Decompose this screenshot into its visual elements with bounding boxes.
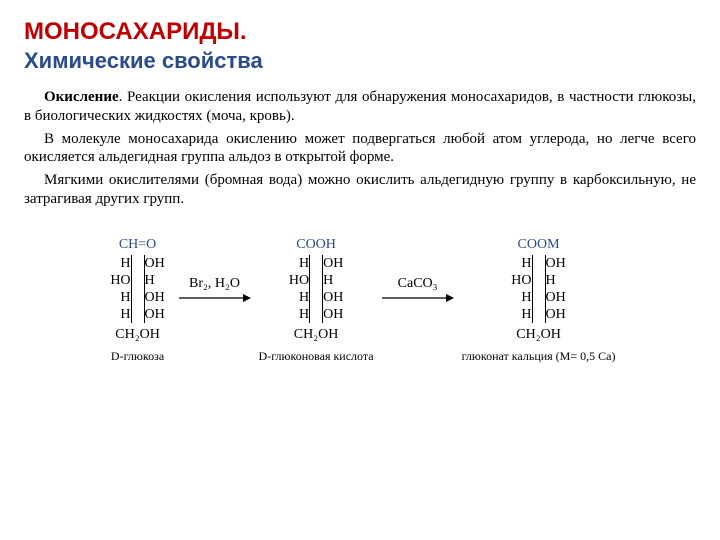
mol3-label: глюконат кальция (М= 0,5 Сa) bbox=[462, 349, 616, 364]
para1-lead: Окисление bbox=[44, 89, 119, 105]
molecule-gluconic-acid: COOH HOH HOH HOH HOH CH₂OH D-глюконовая … bbox=[259, 237, 374, 364]
reaction-scheme: CH=O HOH HOH HOH HOH CH₂OH D-глюкоза Br₂… bbox=[24, 237, 696, 364]
mol2-label: D-глюконовая кислота bbox=[259, 349, 374, 364]
reagent-1: Br₂, H₂O bbox=[189, 276, 240, 292]
title-sub: Химические свойства bbox=[24, 48, 696, 74]
mol1-bot: CH₂OH bbox=[105, 327, 171, 343]
reagent-2: CaCO₃ bbox=[398, 276, 438, 292]
arrow-icon bbox=[382, 292, 454, 304]
arrow-2: CaCO₃ bbox=[378, 276, 458, 304]
mol3-fischer: HOH HOH HOH HOH bbox=[506, 255, 572, 323]
mol3-top: COOM bbox=[462, 237, 616, 253]
molecule-glucose: CH=O HOH HOH HOH HOH CH₂OH D-глюкоза bbox=[105, 237, 171, 364]
mol2-fischer: HOH HOH HOH HOH bbox=[283, 255, 349, 323]
arrow-icon bbox=[179, 292, 251, 304]
paragraph-2: В молекуле моносахарида окислению может … bbox=[24, 130, 696, 168]
paragraph-1: Окисление. Реакции окисления используют … bbox=[24, 88, 696, 126]
mol2-bot: CH₂OH bbox=[259, 327, 374, 343]
mol3-bot: CH₂OH bbox=[462, 327, 616, 343]
mol2-top: COOH bbox=[259, 237, 374, 253]
arrow-1: Br₂, H₂O bbox=[175, 276, 255, 304]
mol1-fischer: HOH HOH HOH HOH bbox=[105, 255, 171, 323]
mol1-label: D-глюкоза bbox=[105, 349, 171, 364]
title-main: МОНОСАХАРИДЫ. bbox=[24, 18, 696, 46]
paragraph-3: Мягкими окислителями (бромная вода) можн… bbox=[24, 171, 696, 209]
molecule-calcium-gluconate: COOM HOH HOH HOH HOH CH₂OH глюконат каль… bbox=[462, 237, 616, 364]
para1-rest: . Реакции окисления используют для обнар… bbox=[24, 89, 696, 124]
mol1-top: CH=O bbox=[105, 237, 171, 253]
